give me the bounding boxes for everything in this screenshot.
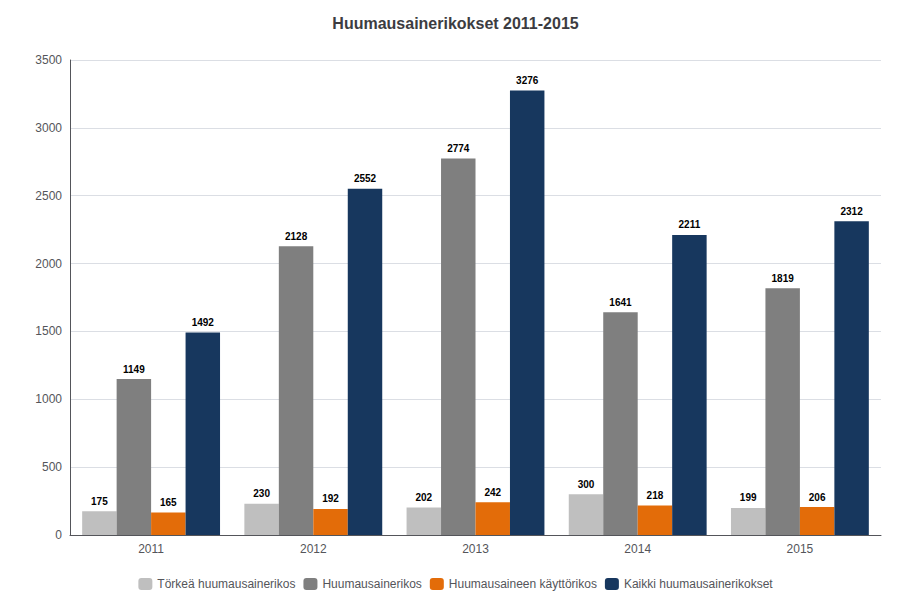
svg-text:1819: 1819 [772, 273, 795, 284]
svg-text:Huumausainerikokset 2011-2015: Huumausainerikokset 2011-2015 [332, 15, 578, 32]
svg-text:199: 199 [740, 492, 757, 503]
svg-text:2552: 2552 [354, 173, 377, 184]
svg-text:2012: 2012 [300, 542, 327, 556]
svg-text:1641: 1641 [609, 297, 632, 308]
svg-text:230: 230 [253, 488, 270, 499]
svg-text:1500: 1500 [35, 324, 62, 338]
svg-text:202: 202 [415, 492, 432, 503]
svg-text:2000: 2000 [35, 257, 62, 271]
svg-text:1492: 1492 [192, 317, 215, 328]
svg-text:2774: 2774 [447, 143, 470, 154]
svg-text:2500: 2500 [35, 189, 62, 203]
svg-text:2011: 2011 [138, 542, 164, 556]
svg-text:2211: 2211 [679, 219, 701, 230]
svg-text:Törkeä huumausainerikos: Törkeä huumausainerikos [157, 577, 295, 591]
svg-text:2128: 2128 [285, 231, 308, 242]
svg-text:218: 218 [647, 490, 664, 501]
svg-text:2013: 2013 [462, 542, 489, 556]
svg-text:206: 206 [809, 492, 826, 503]
svg-text:0: 0 [55, 528, 62, 542]
svg-text:2015: 2015 [787, 542, 814, 556]
svg-text:3276: 3276 [516, 75, 539, 86]
svg-text:2312: 2312 [840, 206, 863, 217]
svg-text:2014: 2014 [624, 542, 651, 556]
svg-text:3500: 3500 [35, 53, 62, 67]
svg-text:Huumausainerikos: Huumausainerikos [322, 577, 421, 591]
svg-text:192: 192 [322, 493, 339, 504]
svg-text:3000: 3000 [35, 121, 62, 135]
svg-text:300: 300 [578, 479, 595, 490]
svg-text:175: 175 [91, 496, 108, 507]
svg-text:Huumausaineen käyttörikos: Huumausaineen käyttörikos [449, 577, 597, 591]
svg-text:500: 500 [42, 460, 62, 474]
svg-text:165: 165 [160, 497, 177, 508]
svg-text:1000: 1000 [35, 392, 62, 406]
svg-text:242: 242 [484, 487, 501, 498]
svg-text:Kaikki huumausainerikokset: Kaikki huumausainerikokset [624, 577, 773, 591]
svg-text:1149: 1149 [123, 364, 145, 375]
